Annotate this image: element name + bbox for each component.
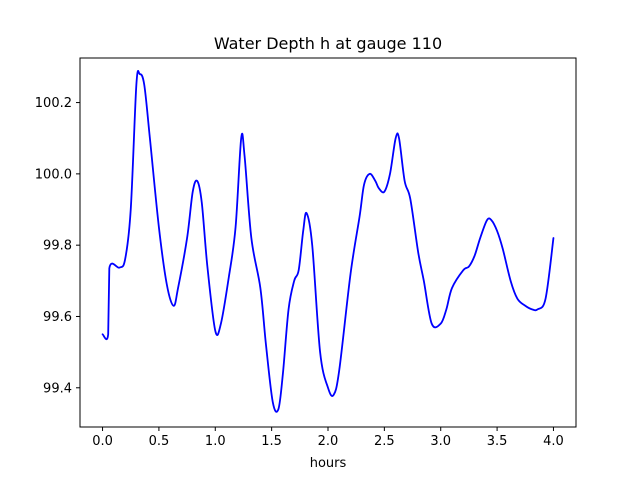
x-tick-label: 3.5 (487, 434, 508, 449)
x-tick-label: 4.0 (543, 434, 564, 449)
series-line (101, 70, 555, 413)
y-tick-label: 99.8 (43, 239, 72, 254)
y-tick-label: 99.4 (43, 381, 72, 396)
x-tick-label: 2.5 (374, 434, 395, 449)
plot-area: 0.0 0.5 1.0 1.5 2.0 2.5 3.0 3.5 4.0 99.4 99.6 99.8 1… (35, 57, 577, 449)
y-tick-label: 99.6 (43, 310, 72, 325)
x-axis-title: hours (310, 456, 347, 471)
x-tick-label: 0.0 (92, 434, 113, 449)
x-tick-label: 3.0 (430, 434, 451, 449)
y-tick-label: 100.2 (35, 96, 72, 111)
x-tick-label: 0.5 (149, 434, 170, 449)
x-tick-label: 1.0 (205, 434, 226, 449)
x-tick-label: 2.0 (318, 434, 339, 449)
x-tick-label: 1.5 (261, 434, 282, 449)
chart-title: Water Depth h at gauge 110 (214, 34, 442, 53)
y-tick-label: 100.0 (35, 167, 72, 182)
